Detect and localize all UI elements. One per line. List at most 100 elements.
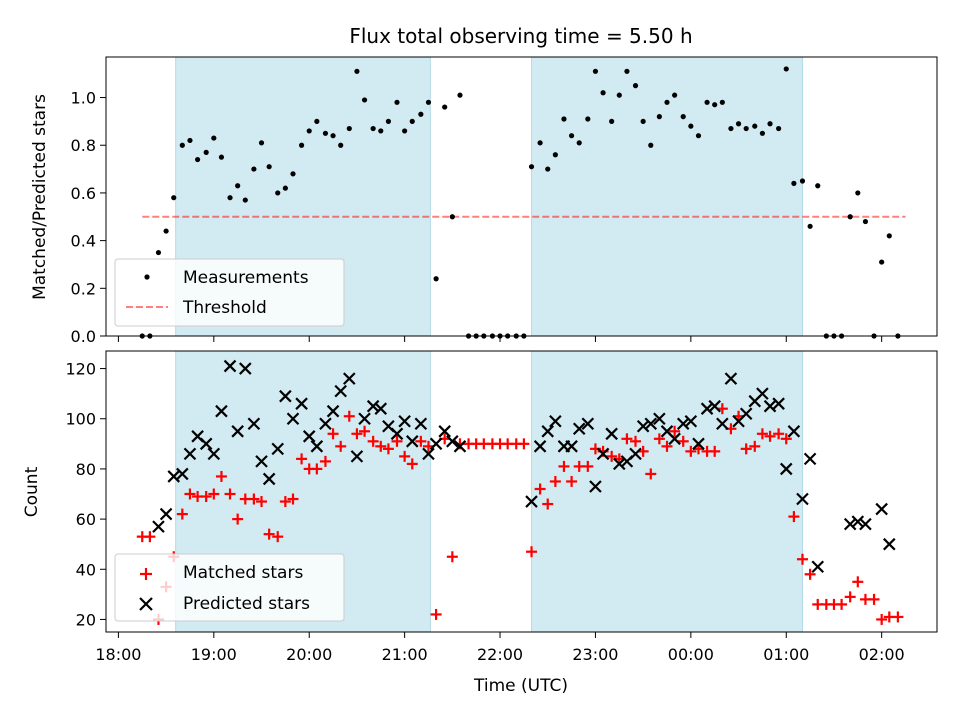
measurement-point (266, 164, 272, 170)
predicted-point (422, 447, 435, 461)
predicted-point-b (286, 412, 300, 426)
bottom-legend: Matched stars Predicted stars (114, 553, 345, 622)
predicted-series (152, 359, 896, 574)
predicted-point (787, 425, 801, 438)
bottom-y-axis: 20 40 60 80 100 120 (65, 360, 106, 629)
top-y-tick-label: 0.0 (71, 327, 96, 346)
matched-point (844, 591, 856, 603)
predicted-point-b (319, 417, 332, 431)
predicted-point-b (756, 387, 769, 400)
predicted-point (851, 515, 865, 528)
matched-point (319, 455, 331, 467)
measurement-point (314, 118, 320, 124)
predicted-point (438, 425, 451, 438)
predicted-point (239, 362, 252, 375)
x-tick-label: 19:00 (191, 645, 237, 664)
matched-point (215, 470, 227, 482)
predicted-point-b (390, 427, 404, 441)
predicted-point (541, 425, 555, 438)
matched-point (526, 546, 538, 558)
predicted-point (684, 414, 698, 428)
top-axes-frame (105, 56, 938, 337)
predicted-point-b (541, 425, 555, 438)
predicted-point-b (779, 462, 793, 476)
top-y-tick-label: 0.2 (71, 279, 96, 298)
matched-point (208, 488, 220, 500)
matched-point (892, 611, 904, 623)
measurement-point (537, 140, 543, 146)
measurement-point (385, 118, 392, 124)
predicted-point (414, 417, 428, 431)
predicted-point (286, 412, 300, 426)
matched-point (296, 453, 308, 465)
top-y-tick-label: 0.8 (71, 136, 96, 155)
predicted-point (453, 440, 467, 453)
predicted-point-b (549, 414, 562, 428)
predicted-point (796, 492, 809, 506)
matched-point (256, 496, 268, 508)
predicted-point (875, 502, 888, 516)
top-panel: 0.0 0.2 0.4 0.6 0.8 1.0 Matched/Predicted sta… (30, 56, 938, 346)
matched-point (382, 443, 394, 455)
bottom-legend-box (114, 553, 345, 622)
predicted-point (613, 457, 626, 471)
measurement-point (807, 223, 813, 229)
measurement-point (418, 111, 424, 117)
matched-point (542, 498, 554, 510)
chart-title: Flux total observing time = 5.50 h (349, 24, 692, 48)
predicted-point (405, 435, 419, 448)
matched-point (248, 493, 260, 505)
measurement-point (616, 92, 622, 98)
predicted-point-b (429, 437, 443, 451)
predicted-point-b (644, 417, 658, 431)
predicted-point (390, 427, 404, 441)
measurement-point (409, 118, 415, 124)
legend-matched-marker (140, 568, 152, 580)
legend-matched-label: Matched stars (183, 563, 303, 583)
matched-point (224, 488, 236, 500)
predicted-point (883, 537, 896, 551)
predicted-point-b (271, 442, 285, 456)
predicted-point (596, 447, 610, 461)
measurement-point (552, 152, 558, 158)
predicted-point-b (239, 362, 252, 375)
predicted-point-b (875, 502, 888, 516)
predicted-point (716, 417, 729, 431)
predicted-point (708, 399, 721, 413)
matched-point (773, 428, 785, 440)
predicted-point (326, 404, 340, 418)
legend-measurements-marker (144, 274, 150, 280)
measurement-point (203, 149, 209, 155)
predicted-point (843, 517, 857, 531)
measurement-point (680, 114, 686, 120)
predicted-point (334, 384, 347, 398)
predicted-point-b (247, 417, 261, 431)
top-y-axis: 0.0 0.2 0.4 0.6 0.8 1.0 (71, 89, 106, 346)
bottom-y-tick-label: 20 (76, 610, 96, 629)
x-tick-label: 23:00 (572, 645, 618, 664)
matched-point (311, 463, 323, 475)
matched-point (144, 531, 156, 543)
legend-threshold-label: Threshold (182, 298, 267, 318)
matched-point (367, 435, 379, 447)
x-tick-label: 20:00 (286, 645, 332, 664)
measurement-point (227, 195, 233, 201)
predicted-point-b (803, 452, 817, 466)
matched-point (606, 450, 618, 462)
measurement-point (163, 228, 169, 234)
predicted-point (310, 440, 324, 453)
measurement-point (776, 125, 782, 132)
measurement-point (624, 68, 630, 74)
matched-point (391, 435, 403, 447)
x-tick-label: 01:00 (763, 645, 809, 664)
measurement-point (402, 128, 408, 134)
measurement-point (370, 125, 376, 132)
matched-point (677, 435, 689, 447)
matched-point (685, 445, 697, 457)
measurement-point (218, 154, 225, 160)
predicted-point (605, 427, 618, 441)
predicted-point (159, 507, 173, 521)
predicted-point (446, 435, 459, 448)
predicted-point (207, 447, 221, 461)
matched-point (836, 598, 848, 610)
